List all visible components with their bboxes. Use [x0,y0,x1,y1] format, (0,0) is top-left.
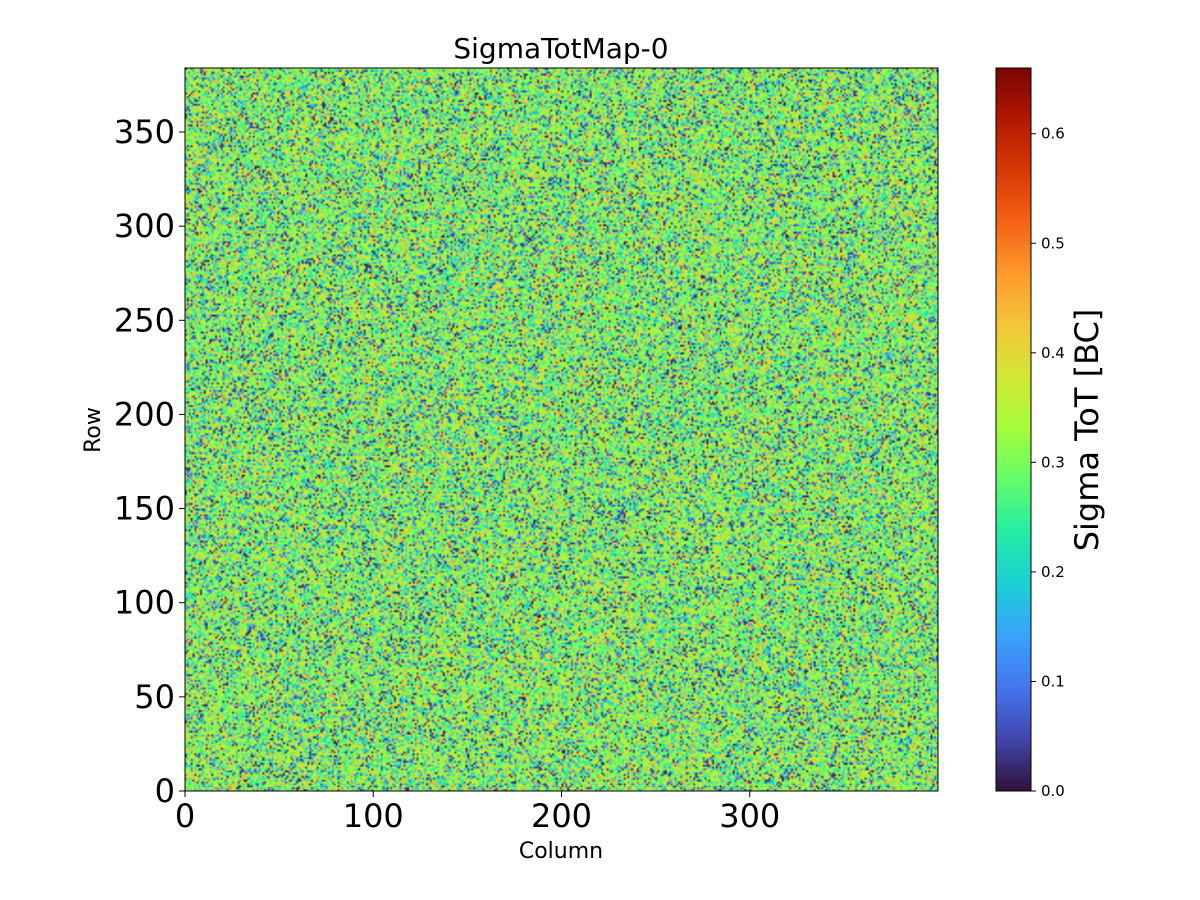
colorbar-tick-label: 0.5 [1041,234,1065,252]
x-axis-label: Column [519,839,603,864]
y-axis: 0 50 100 150 200 250 300 350 [114,113,185,810]
colorbar-tick-label: 0.2 [1041,563,1065,581]
y-tick-label: 300 [114,207,175,245]
y-axis-label: Row [81,407,106,453]
colorbar: 0.0 0.1 0.2 0.3 0.4 0.5 0.6 Sigma ToT [BC] [995,67,1106,800]
x-axis: 0 100 200 300 [175,791,780,835]
colorbar-label: Sigma ToT [BC] [1068,309,1106,552]
colorbar-ticks: 0.0 0.1 0.2 0.3 0.4 0.5 0.6 [1031,125,1065,800]
heatmap-plot-area [185,68,938,791]
colorbar-tick-label: 0.1 [1041,672,1065,690]
x-tick-label: 0 [175,797,195,835]
colorbar-gradient [995,67,1032,792]
x-tick-label: 300 [719,797,780,835]
y-tick-label: 100 [114,584,175,622]
x-tick-label: 200 [531,797,592,835]
y-tick-label: 250 [114,301,175,339]
y-tick-label: 350 [114,113,175,151]
y-tick-label: 0 [155,772,175,810]
colorbar-tick-label: 0.6 [1041,125,1065,143]
y-tick-label: 150 [114,490,175,528]
x-tick-label: 100 [343,797,404,835]
colorbar-tick-label: 0.0 [1041,782,1065,800]
y-tick-label: 200 [114,395,175,433]
heatmap-image [185,68,938,791]
colorbar-tick-label: 0.4 [1041,344,1065,362]
y-tick-label: 50 [134,678,175,716]
chart-title: SigmaTotMap-0 [453,32,668,65]
colorbar-tick-label: 0.3 [1041,453,1065,471]
